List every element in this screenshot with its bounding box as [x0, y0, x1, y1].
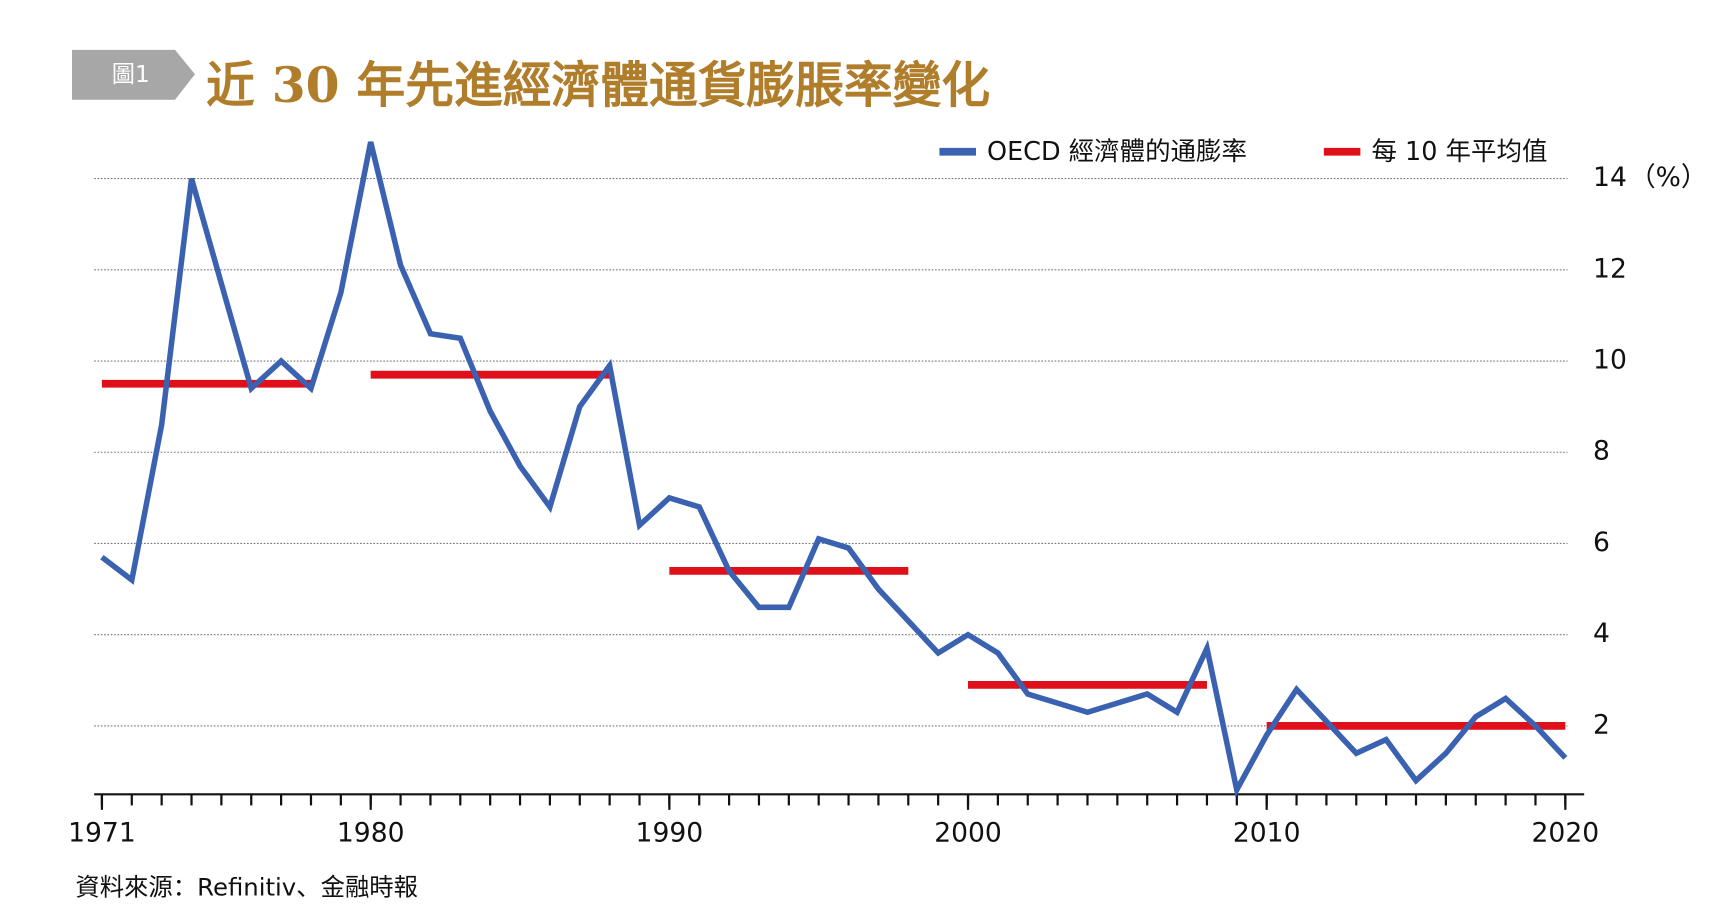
y-tick-label: 12: [1593, 253, 1627, 284]
x-tick-label: 1980: [337, 818, 405, 849]
source: 資料來源：Refinitiv、金融時報: [75, 872, 418, 901]
series-line: [101, 370, 1566, 730]
legend-label: 每 10 年平均值: [1371, 137, 1547, 167]
y-tick-label: 14: [1593, 162, 1627, 193]
y-tick-label: 10: [1593, 345, 1627, 376]
y-tick-label: 8: [1593, 436, 1610, 467]
y-tick-label: 6: [1593, 527, 1610, 558]
label-banner: [72, 49, 195, 100]
y-unit: （%）: [1629, 162, 1707, 193]
series-line: [100, 141, 1568, 798]
x-tick-label: 2010: [1233, 818, 1301, 849]
x-tick-label: 2020: [1532, 818, 1600, 849]
y-tick-label: 4: [1593, 618, 1610, 649]
figure-label: 圖1: [112, 61, 150, 88]
legend-label: OECD 經濟體的通膨率: [987, 137, 1247, 167]
x-tick-label: 1990: [636, 818, 704, 849]
chart-title: 近 30 年先進經濟體通貨膨脹率變化: [206, 57, 990, 114]
x-tick-label: 2000: [934, 818, 1002, 849]
x-tick-label: 1971: [68, 818, 136, 849]
y-tick-label: 2: [1593, 709, 1610, 740]
